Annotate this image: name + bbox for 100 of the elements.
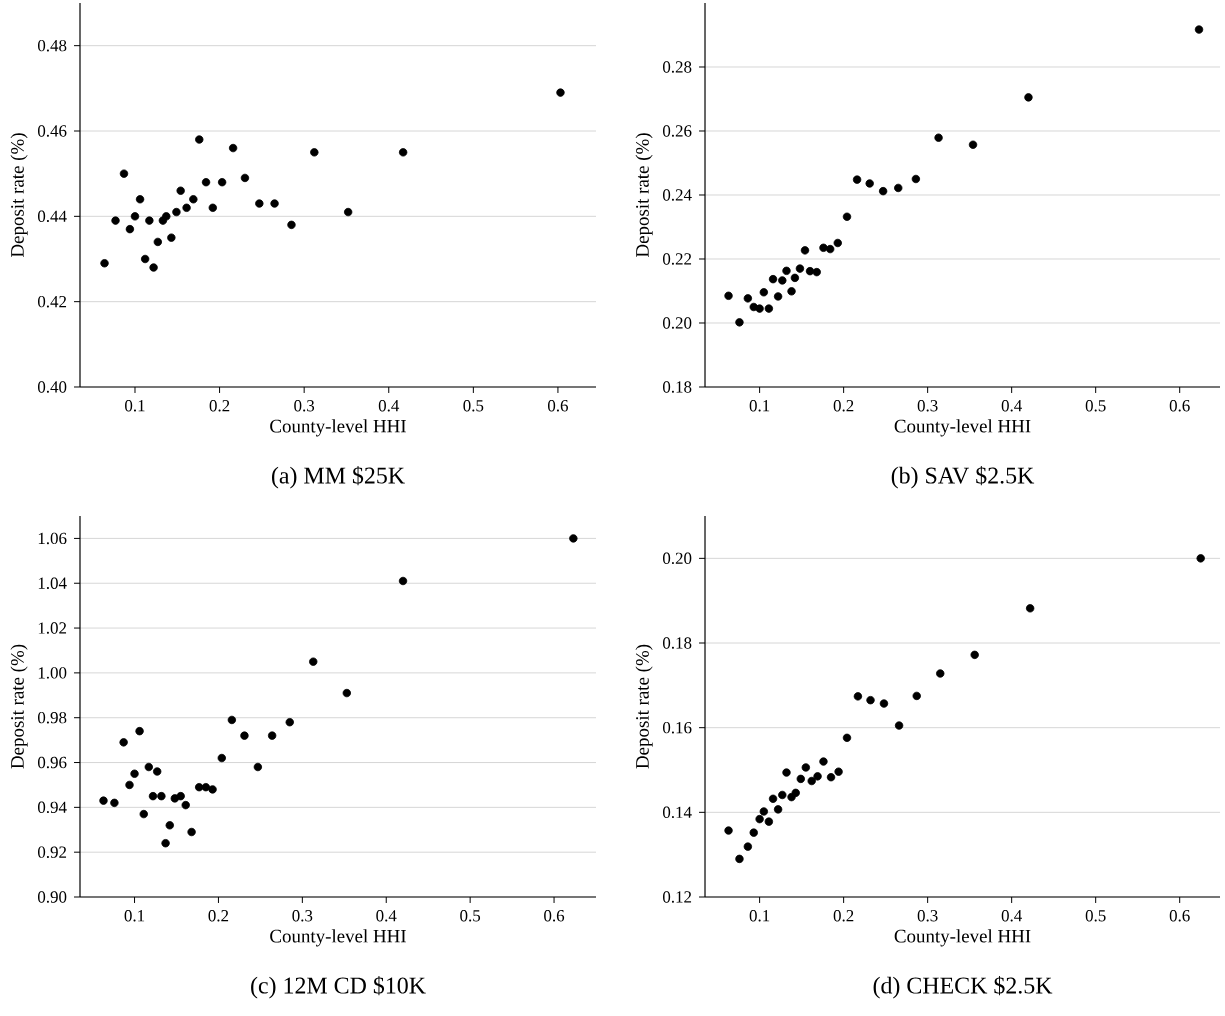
y-axis-title: Deposit rate (%) bbox=[10, 133, 28, 258]
point bbox=[149, 263, 158, 272]
x-tick-label: 0.4 bbox=[376, 910, 397, 922]
point bbox=[167, 233, 176, 242]
point bbox=[176, 186, 185, 195]
y-tick-label: 0.40 bbox=[38, 381, 67, 393]
y-tick-label: 0.42 bbox=[38, 295, 67, 308]
point bbox=[724, 826, 733, 835]
point bbox=[894, 721, 904, 730]
point bbox=[161, 839, 170, 848]
x-tick-label: 0.6 bbox=[1169, 400, 1190, 412]
y-tick-label: 1.00 bbox=[38, 667, 67, 679]
point bbox=[130, 769, 139, 778]
y-tick-label: 0.16 bbox=[663, 721, 692, 734]
point bbox=[826, 244, 835, 254]
point bbox=[812, 267, 821, 277]
point bbox=[176, 791, 185, 801]
point bbox=[145, 216, 154, 225]
point bbox=[398, 148, 408, 157]
point bbox=[755, 814, 764, 824]
x-tick-label: 0.5 bbox=[1085, 910, 1106, 922]
point bbox=[833, 238, 842, 248]
y-axis-title: Deposit rate (%) bbox=[635, 644, 653, 769]
x-tick-label: 0.2 bbox=[209, 400, 230, 412]
x-tick-label: 0.4 bbox=[378, 400, 400, 412]
point bbox=[773, 805, 783, 814]
point bbox=[773, 292, 783, 301]
y-tick-label: 0.94 bbox=[38, 801, 67, 814]
point bbox=[285, 718, 294, 727]
point bbox=[139, 809, 148, 819]
x-axis-title: County-level HHI bbox=[894, 419, 1031, 437]
point bbox=[801, 763, 811, 772]
point bbox=[970, 650, 979, 660]
y-tick-label: 1.06 bbox=[38, 532, 67, 545]
point bbox=[813, 772, 822, 781]
point bbox=[110, 798, 119, 808]
point bbox=[240, 731, 249, 740]
point bbox=[343, 207, 353, 217]
point bbox=[755, 304, 764, 313]
point bbox=[796, 774, 805, 784]
point bbox=[144, 762, 153, 772]
x-tick-label: 0.2 bbox=[833, 400, 854, 412]
y-tick-label: 0.26 bbox=[663, 125, 692, 137]
point bbox=[153, 767, 162, 776]
x-tick-label: 0.3 bbox=[917, 910, 938, 922]
y-tick-label: 1.02 bbox=[38, 622, 67, 634]
y-tick-label: 1.04 bbox=[38, 577, 67, 589]
point bbox=[764, 304, 774, 313]
y-tick-label: 0.20 bbox=[663, 552, 692, 565]
text: (c) 12M CD $10K bbox=[251, 976, 426, 999]
point bbox=[735, 318, 744, 327]
point bbox=[227, 715, 237, 725]
point bbox=[398, 576, 408, 586]
point bbox=[99, 796, 108, 805]
point bbox=[778, 276, 787, 285]
point bbox=[287, 220, 296, 230]
point bbox=[1024, 93, 1033, 102]
text: (b) SAV $2.5K bbox=[891, 466, 1035, 489]
point bbox=[852, 175, 862, 184]
point bbox=[936, 669, 945, 678]
x-tick-label: 0.6 bbox=[1169, 910, 1190, 922]
point bbox=[556, 88, 565, 97]
y-tick-label: 0.90 bbox=[38, 891, 67, 903]
point bbox=[768, 274, 778, 284]
x-tick-label: 0.5 bbox=[460, 910, 481, 922]
point bbox=[253, 762, 263, 772]
point bbox=[878, 186, 888, 196]
x-tick-label: 0.6 bbox=[544, 910, 565, 922]
text: (a) MM $25K bbox=[271, 466, 405, 489]
point bbox=[842, 733, 852, 743]
point bbox=[125, 224, 135, 234]
y-tick-label: 0.28 bbox=[663, 61, 692, 73]
point bbox=[148, 791, 158, 801]
point bbox=[157, 791, 166, 801]
point bbox=[135, 195, 145, 204]
point bbox=[194, 783, 204, 792]
point bbox=[879, 699, 889, 708]
point bbox=[119, 738, 128, 747]
point bbox=[140, 254, 150, 264]
point bbox=[111, 216, 120, 225]
point bbox=[805, 266, 815, 276]
point bbox=[1025, 604, 1035, 613]
point bbox=[911, 174, 921, 184]
point bbox=[800, 246, 810, 255]
x-tick-label: 0.5 bbox=[1085, 400, 1106, 412]
point bbox=[834, 767, 843, 776]
point bbox=[240, 173, 250, 183]
point bbox=[968, 140, 978, 149]
point bbox=[195, 135, 204, 144]
x-tick-label: 0.4 bbox=[1001, 400, 1022, 412]
point bbox=[189, 195, 198, 204]
point bbox=[819, 243, 828, 252]
point bbox=[208, 203, 217, 212]
point bbox=[790, 273, 800, 283]
x-tick-label: 0.1 bbox=[749, 400, 770, 412]
point bbox=[342, 688, 351, 698]
point bbox=[782, 768, 791, 777]
point bbox=[842, 212, 852, 221]
point bbox=[100, 259, 109, 268]
x-tick-label: 0.2 bbox=[833, 910, 854, 922]
